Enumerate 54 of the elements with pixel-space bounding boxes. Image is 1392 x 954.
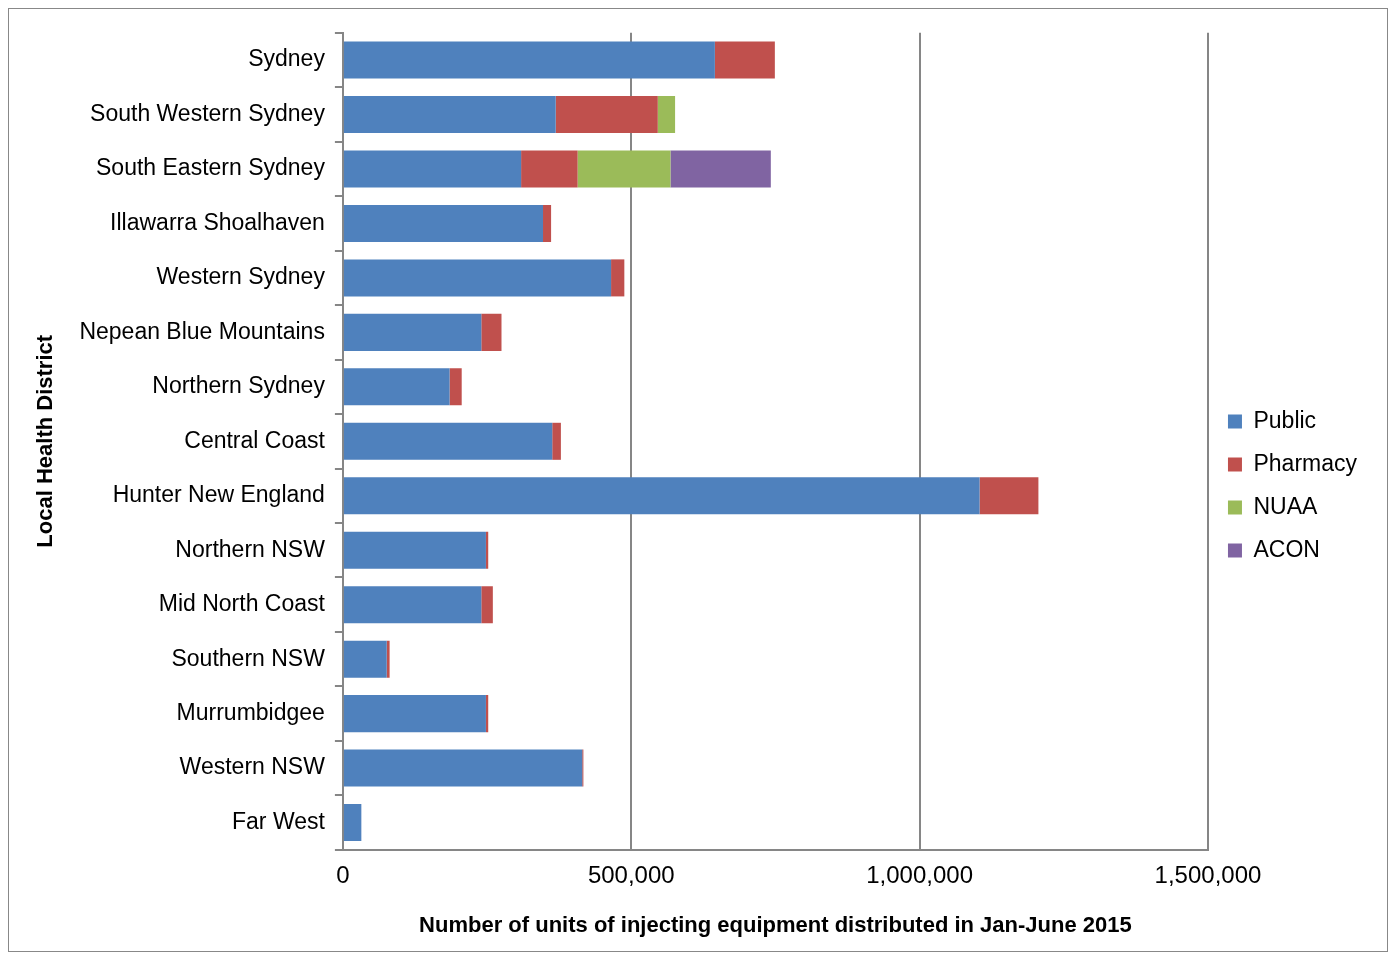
y-tick-label: Northern Sydney	[152, 372, 326, 399]
bar	[343, 749, 583, 787]
bar	[343, 531, 486, 569]
legend-label: ACON	[1253, 535, 1320, 562]
y-tick-label: Far West	[232, 807, 326, 834]
bar	[481, 586, 493, 624]
bar	[611, 259, 625, 297]
bar	[657, 95, 676, 134]
y-tick-label: Sydney	[248, 45, 326, 72]
bar	[343, 422, 553, 460]
y-tick-label: Central Coast	[184, 426, 326, 453]
bar	[343, 804, 362, 842]
bar	[343, 95, 556, 134]
legend-label: Pharmacy	[1253, 449, 1358, 476]
bar	[386, 640, 390, 678]
y-tick-label: South Western Sydney	[90, 99, 326, 126]
bar	[577, 150, 671, 188]
legend-label: NUAA	[1253, 492, 1319, 519]
bar	[521, 150, 578, 188]
x-axis-title: Number of units of injecting equipment distributed in Jan-June 2015	[419, 911, 1132, 937]
y-axis-title: Local Health District	[32, 334, 58, 548]
bar	[343, 204, 544, 242]
bar	[979, 477, 1039, 515]
y-tick-label: South Eastern Sydney	[96, 154, 326, 181]
bar	[343, 368, 450, 406]
bar	[481, 313, 502, 351]
bar	[543, 204, 552, 242]
bar	[343, 640, 387, 678]
bar	[343, 150, 522, 188]
bar	[343, 695, 486, 733]
x-tick-label: 1,500,000	[1154, 860, 1262, 888]
bar	[343, 41, 715, 79]
y-tick-label: Mid North Coast	[158, 590, 326, 617]
y-tick-label: Western Sydney	[156, 263, 326, 290]
bar	[343, 586, 482, 624]
y-tick-label: Nepean Blue Mountains	[79, 317, 325, 344]
x-tick-label: 500,000	[587, 860, 675, 888]
y-tick-label: Hunter New England	[112, 481, 325, 508]
bar	[670, 150, 771, 188]
bar	[343, 313, 482, 351]
bar	[714, 41, 775, 79]
bar	[343, 477, 980, 515]
bar	[343, 259, 612, 297]
y-tick-label: Murrumbidgee	[176, 698, 325, 725]
x-tick-label: 0	[336, 860, 350, 888]
x-tick-label: 1,000,000	[866, 860, 973, 888]
bar	[449, 368, 462, 406]
y-tick-label: Illawarra Shoalhaven	[110, 208, 325, 235]
y-tick-label: Southern NSW	[171, 644, 326, 671]
y-tick-label: Western NSW	[179, 753, 326, 780]
y-tick-label: Northern NSW	[175, 535, 326, 562]
legend-label: Public	[1253, 406, 1317, 433]
bar	[555, 95, 658, 134]
bar	[552, 422, 561, 460]
